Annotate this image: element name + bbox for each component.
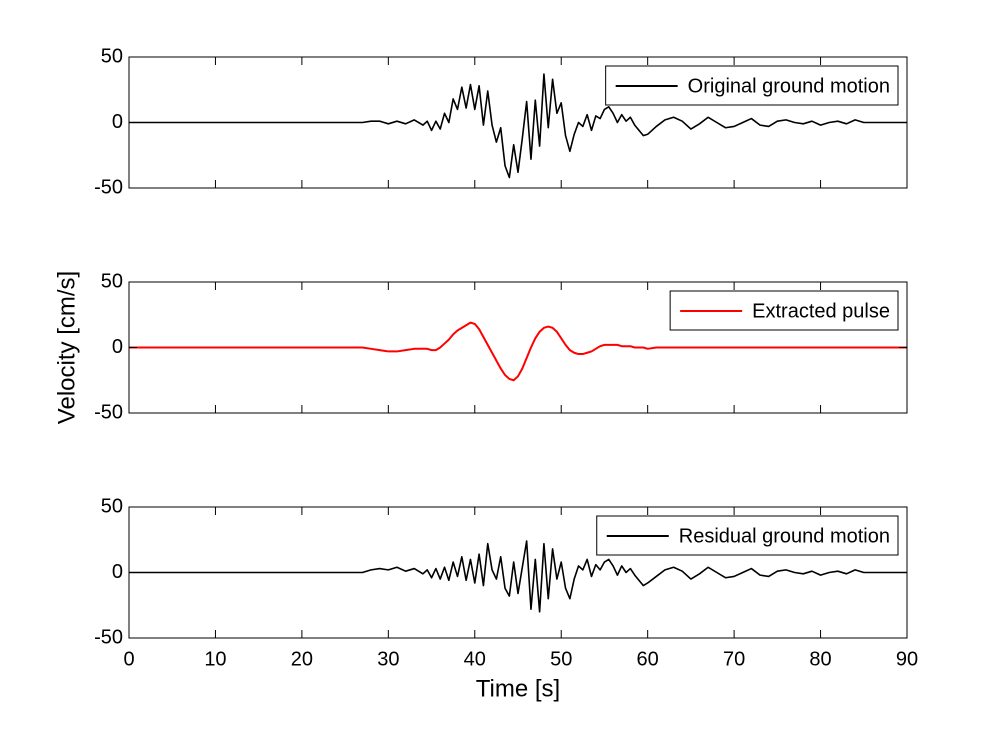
series-line [129, 73, 907, 179]
y-tick-label: 50 [101, 270, 123, 292]
y-tick-label: 50 [101, 45, 123, 67]
y-tick-label: 0 [112, 561, 123, 583]
y-tick-label: -50 [94, 401, 123, 423]
x-tick-label: 90 [896, 648, 918, 670]
y-axis-label: Velocity [cm/s] [53, 271, 80, 424]
y-tick-label: -50 [94, 176, 123, 198]
y-tick-label: 0 [112, 111, 123, 133]
x-tick-label: 30 [377, 648, 399, 670]
x-tick-label: 70 [723, 648, 745, 670]
y-tick-label: -50 [94, 626, 123, 648]
x-tick-label: 10 [204, 648, 226, 670]
series-line [129, 321, 907, 382]
x-axis-label: Time [s] [476, 675, 560, 702]
x-tick-label: 60 [637, 648, 659, 670]
legend-label: Extracted pulse [752, 300, 890, 322]
y-tick-label: 0 [112, 336, 123, 358]
legend-label: Original ground motion [688, 75, 890, 97]
x-tick-label: 0 [123, 648, 134, 670]
legend-label: Residual ground motion [679, 525, 890, 547]
x-tick-label: 50 [550, 648, 572, 670]
x-tick-label: 40 [464, 648, 486, 670]
x-tick-label: 20 [291, 648, 313, 670]
y-tick-label: 50 [101, 495, 123, 517]
x-tick-label: 80 [809, 648, 831, 670]
series-line [129, 540, 907, 613]
